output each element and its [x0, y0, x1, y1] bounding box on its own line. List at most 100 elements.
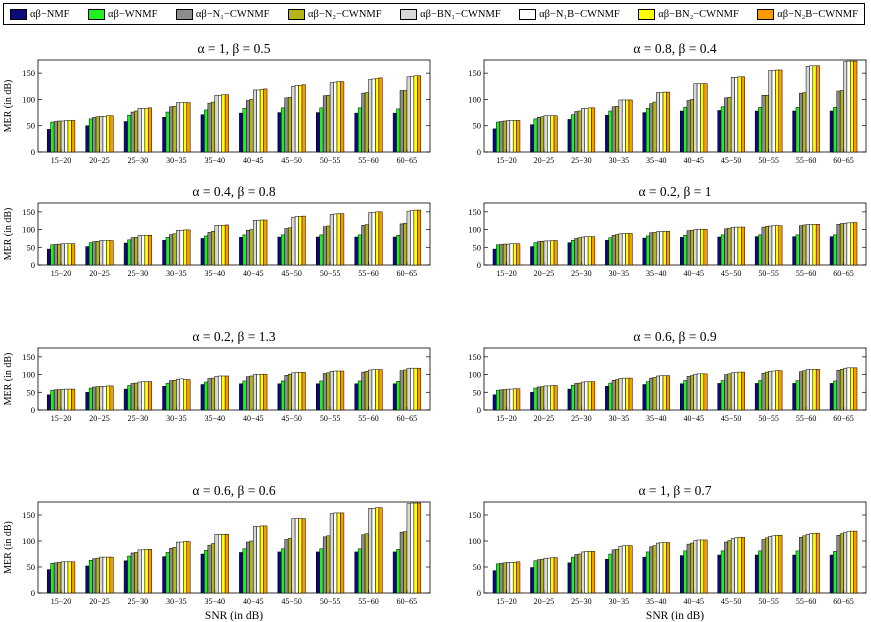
bar	[364, 92, 369, 153]
bar	[57, 243, 62, 266]
bar	[540, 386, 545, 411]
bar	[805, 66, 810, 153]
bar	[148, 549, 153, 594]
bar	[758, 234, 763, 266]
bar	[628, 377, 633, 411]
bar	[618, 545, 623, 594]
bar	[298, 518, 303, 594]
x-tick-label: 20−25	[534, 269, 555, 278]
bar	[571, 556, 575, 594]
bar	[553, 240, 558, 266]
chart-title: α = 0.2, β = 1.3	[192, 329, 275, 344]
bar	[815, 532, 820, 594]
bar	[805, 224, 810, 266]
x-tick-label: 25−30	[571, 597, 592, 606]
bar	[252, 220, 257, 266]
x-tick-label: 35−40	[205, 269, 226, 278]
bar	[214, 94, 219, 153]
x-tick-label: 20−25	[89, 597, 110, 606]
x-tick-label: 50−55	[320, 597, 341, 606]
bar	[315, 236, 320, 266]
legend-label: αβ−BN₂−CWNMF	[658, 8, 739, 20]
x-tick-label: 50−55	[320, 156, 341, 165]
bar	[656, 375, 660, 411]
bar	[829, 236, 834, 266]
bar	[329, 371, 334, 411]
bar	[768, 70, 773, 153]
chart-panel: 0 50 100 150 15−20 20−25 25−30 30−35 35−40 40−45 4…	[3, 184, 431, 278]
bar	[679, 110, 684, 153]
bar	[502, 120, 507, 153]
x-tick-label: 20−25	[534, 156, 555, 165]
bar	[340, 370, 345, 411]
bar	[577, 237, 582, 266]
bar	[533, 242, 538, 266]
y-tick-label: 100	[468, 94, 481, 104]
bar	[333, 213, 338, 266]
bar	[224, 533, 229, 594]
bar	[172, 379, 177, 411]
bar	[319, 234, 324, 266]
bar	[127, 239, 132, 266]
x-tick-label: 30−35	[609, 156, 630, 165]
bar	[734, 226, 739, 266]
bar	[403, 222, 408, 266]
bar	[611, 234, 616, 266]
bar	[396, 234, 401, 266]
bar	[618, 233, 623, 266]
bar	[368, 212, 373, 266]
bar	[224, 224, 229, 266]
bar	[652, 545, 657, 594]
bar	[815, 224, 820, 266]
bar	[581, 108, 585, 153]
bar	[207, 378, 212, 411]
bar	[530, 124, 535, 153]
bar	[645, 381, 650, 411]
bar	[571, 114, 575, 153]
chart-panel: 0 50 100 150 15−20 20−25 25−30 30−35 35−40 40−45 4…	[468, 483, 867, 622]
bar	[727, 97, 732, 153]
bar	[183, 379, 187, 411]
bar	[144, 234, 149, 266]
bar	[413, 75, 418, 153]
bar	[666, 542, 671, 594]
bar	[242, 108, 247, 153]
bar	[109, 240, 114, 266]
y-tick-label: 100	[22, 94, 35, 104]
bar	[833, 234, 838, 266]
bar	[417, 209, 422, 266]
bar	[754, 383, 759, 411]
bar	[608, 237, 613, 266]
bar	[839, 223, 844, 266]
bar	[836, 90, 841, 153]
bar	[553, 115, 558, 153]
bar	[322, 226, 327, 266]
legend-item: αβ−N₂−CWNMF	[287, 8, 382, 20]
chart-panel: 0 50 100 150 15−20 20−25 25−30 30−35 35−40 40−45 4…	[468, 41, 867, 165]
bar	[829, 554, 834, 594]
bar	[553, 557, 558, 594]
bar	[123, 242, 128, 266]
bar	[179, 230, 184, 266]
bar	[246, 376, 251, 411]
bar	[843, 367, 848, 411]
bar	[217, 375, 222, 411]
bar	[239, 383, 244, 411]
bar	[506, 562, 511, 594]
bar	[683, 380, 688, 411]
bar	[853, 60, 858, 153]
bar	[516, 561, 521, 594]
bar	[186, 229, 191, 266]
bar	[809, 65, 814, 153]
bar	[509, 243, 514, 266]
y-tick-label: 0	[477, 405, 481, 415]
x-tick-label: 55−60	[796, 269, 817, 278]
bar	[326, 225, 331, 266]
x-tick-label: 30−35	[166, 156, 187, 165]
bar	[204, 235, 209, 266]
x-tick-label: 60−65	[397, 597, 418, 606]
bar	[724, 97, 729, 153]
bar	[833, 551, 838, 594]
x-tick-label: 55−60	[358, 414, 379, 423]
